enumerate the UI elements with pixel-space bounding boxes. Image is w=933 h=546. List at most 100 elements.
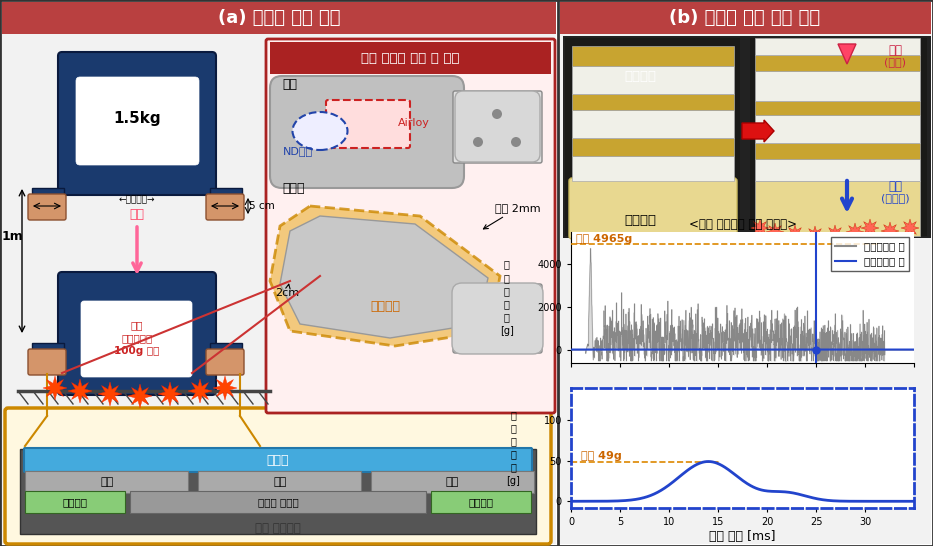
Ellipse shape <box>293 112 347 150</box>
Text: 스마트볼: 스마트볼 <box>624 69 656 82</box>
Legend: 내충격구조 無, 내충격구조 有: 내충격구조 無, 내충격구조 有 <box>831 238 909 271</box>
Bar <box>210 188 242 216</box>
FancyBboxPatch shape <box>81 301 192 377</box>
Bar <box>32 188 64 216</box>
Circle shape <box>473 137 483 147</box>
Bar <box>560 2 931 34</box>
Polygon shape <box>806 226 824 244</box>
FancyBboxPatch shape <box>453 284 542 353</box>
Text: 최대 4965g: 최대 4965g <box>576 234 633 244</box>
Text: 1m: 1m <box>1 229 23 242</box>
Bar <box>755 71 920 101</box>
Polygon shape <box>68 379 92 403</box>
FancyBboxPatch shape <box>58 272 216 395</box>
Bar <box>755 38 920 55</box>
FancyBboxPatch shape <box>266 39 555 413</box>
Bar <box>572 138 734 156</box>
Bar <box>20 449 536 534</box>
Bar <box>25 471 188 493</box>
Bar <box>755 101 920 115</box>
Bar <box>572 110 734 138</box>
Text: (중력): (중력) <box>884 57 906 67</box>
Polygon shape <box>158 382 182 406</box>
Text: 낙하: 낙하 <box>888 44 902 56</box>
Text: 메모리폼: 메모리폼 <box>468 497 494 507</box>
FancyBboxPatch shape <box>206 194 244 220</box>
Text: (자기력): (자기력) <box>881 193 910 203</box>
Text: 5 cm: 5 cm <box>249 201 274 211</box>
Polygon shape <box>881 222 899 240</box>
Bar <box>565 38 740 236</box>
Text: 바닥 지지대 설계 및 제작: 바닥 지지대 설계 및 제작 <box>361 51 459 64</box>
Text: Airloy: Airloy <box>398 118 430 128</box>
Bar <box>210 343 242 371</box>
Y-axis label: 충
격
가
속
도
[g]: 충 격 가 속 도 [g] <box>500 259 514 336</box>
Text: 최대 49g: 최대 49g <box>581 451 621 461</box>
Text: (b) 내충격 구조 검증 실험: (b) 내충격 구조 검증 실험 <box>670 9 820 27</box>
Bar <box>750 38 927 236</box>
Bar <box>572 94 734 110</box>
Bar <box>755 181 920 236</box>
Polygon shape <box>838 44 856 64</box>
Bar <box>270 42 551 74</box>
Text: 아랫면: 아랫면 <box>282 181 304 194</box>
Bar <box>572 66 734 94</box>
X-axis label: 충격 시간 [ms]: 충격 시간 [ms] <box>709 530 776 543</box>
FancyBboxPatch shape <box>28 349 66 375</box>
Bar <box>755 143 920 159</box>
Polygon shape <box>98 382 122 406</box>
Bar <box>431 491 531 513</box>
FancyBboxPatch shape <box>24 448 532 472</box>
Polygon shape <box>43 376 67 400</box>
FancyBboxPatch shape <box>76 77 199 165</box>
Polygon shape <box>751 219 769 237</box>
FancyBboxPatch shape <box>453 91 542 163</box>
Bar <box>2 2 556 34</box>
Text: 메모리폼: 메모리폼 <box>624 215 656 228</box>
Bar <box>560 34 931 544</box>
Text: 1.5kg: 1.5kg <box>113 111 160 127</box>
Polygon shape <box>188 379 212 403</box>
Text: 무기계 접착제: 무기계 접착제 <box>258 497 299 507</box>
Polygon shape <box>901 219 919 237</box>
Polygon shape <box>826 225 844 243</box>
Text: ←메모리폼→: ←메모리폼→ <box>118 195 155 204</box>
Text: 단열부: 단열부 <box>267 454 289 466</box>
Bar <box>130 491 426 513</box>
Text: 윗면: 윗면 <box>282 78 297 91</box>
Text: 목표 부착지점: 목표 부착지점 <box>255 521 300 535</box>
Polygon shape <box>213 376 237 400</box>
Bar <box>562 34 931 544</box>
Text: 메모리폼: 메모리폼 <box>370 300 400 312</box>
Text: 2cm: 2cm <box>275 284 299 298</box>
Title: <중앙 센서부의 충격 가속도>: <중앙 센서부의 충격 가속도> <box>689 218 797 231</box>
Bar <box>20 514 536 534</box>
Text: (a) 내충격 구조 설계: (a) 내충격 구조 설계 <box>217 9 341 27</box>
Text: 메모리폼: 메모리폼 <box>63 497 88 507</box>
Bar <box>755 115 920 143</box>
Text: 자석: 자석 <box>273 477 286 487</box>
Bar <box>32 343 64 371</box>
Text: 단차 2mm: 단차 2mm <box>483 203 540 229</box>
Polygon shape <box>861 219 879 237</box>
FancyArrow shape <box>742 120 774 142</box>
Text: 자석: 자석 <box>888 180 902 193</box>
FancyBboxPatch shape <box>28 194 66 220</box>
Polygon shape <box>280 216 488 338</box>
Circle shape <box>511 137 521 147</box>
Text: 최대
충격가속도
100g 이하: 최대 충격가속도 100g 이하 <box>115 320 160 356</box>
Bar <box>25 491 125 513</box>
Polygon shape <box>270 206 500 346</box>
FancyBboxPatch shape <box>569 178 737 239</box>
Bar <box>572 46 734 66</box>
Polygon shape <box>786 225 804 243</box>
FancyBboxPatch shape <box>326 100 410 148</box>
FancyBboxPatch shape <box>58 52 216 195</box>
Text: 자석: 자석 <box>101 477 114 487</box>
Bar <box>755 159 920 181</box>
Bar <box>755 55 920 71</box>
Circle shape <box>492 109 502 119</box>
Bar <box>198 471 361 493</box>
Text: 낙하: 낙하 <box>130 208 145 221</box>
Text: 자석: 자석 <box>445 477 459 487</box>
